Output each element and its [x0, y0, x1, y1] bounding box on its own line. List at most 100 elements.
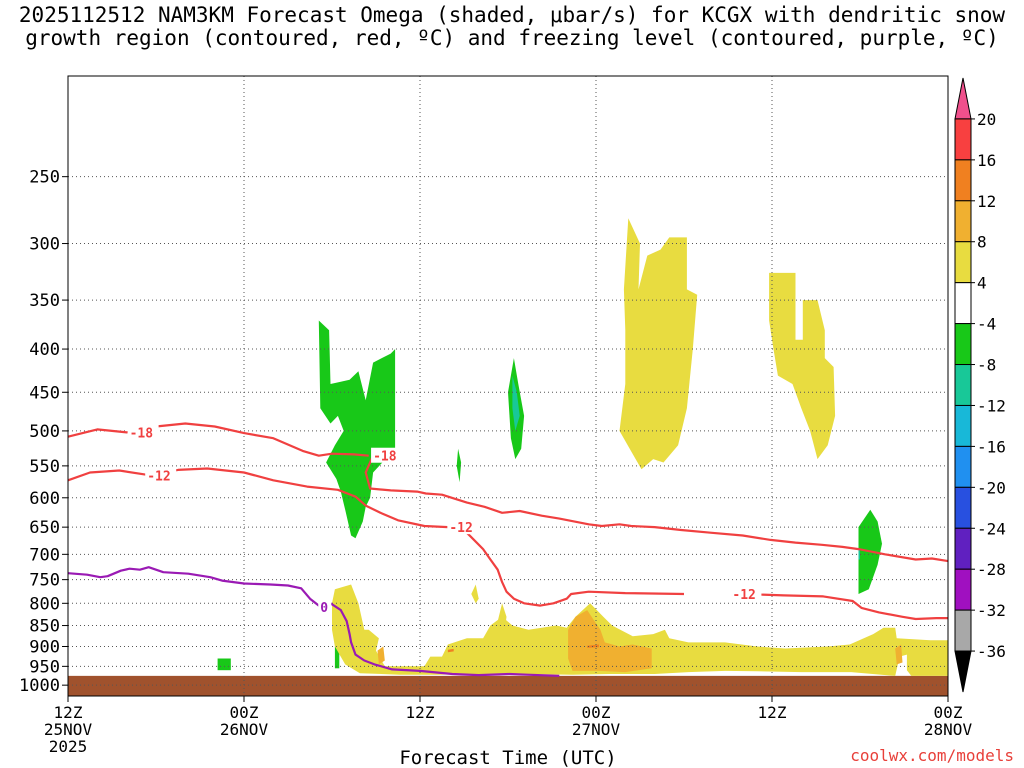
colorbar-swatch-7 [954, 364, 972, 406]
omega-region-16 [587, 644, 599, 648]
omega-region-8 [619, 218, 698, 470]
y-tick-label-600: 600 [29, 489, 60, 509]
colorbar-swatch-8 [954, 404, 972, 447]
omega-region-10 [332, 584, 948, 676]
colorbar-swatch-11 [954, 527, 972, 570]
grid-lines [68, 76, 948, 696]
omega-region-6 [217, 658, 231, 671]
omega-region-3 [456, 448, 462, 483]
colorbar-label-9: -20 [977, 478, 1006, 497]
x-tick-label-0-1: 25NOV [44, 720, 93, 739]
contour-label-bg-1 [371, 447, 403, 463]
omega-region-11 [497, 603, 507, 628]
y-tick-label-400: 400 [29, 340, 60, 360]
colorbar-swatch-3 [954, 200, 972, 243]
contour-label-bg-2 [145, 467, 177, 483]
colorbar-label-8: -16 [977, 437, 1006, 456]
axes: 2503003504004505005506006507007508008509… [19, 75, 973, 756]
colorbar-label-6: -8 [977, 356, 996, 375]
colorbar-swatch-6 [954, 323, 972, 366]
contour-label-1: -18 [373, 450, 397, 465]
chart-title: 2025112512 NAM3KM Forecast Omega (shaded… [0, 4, 1024, 50]
y-tick-label-900: 900 [29, 638, 60, 658]
y-tick-label-950: 950 [29, 657, 60, 677]
contour-line-0 [67, 422, 369, 457]
omega-region-13 [568, 610, 652, 673]
contour-label-0: -18 [130, 426, 154, 441]
omega-region-9 [769, 272, 836, 460]
colorbar-swatch-10 [954, 486, 972, 529]
y-tick-label-350: 350 [29, 291, 60, 311]
x-tick-label-0-0: 12Z [54, 703, 83, 722]
contour-label-5: 0 [320, 601, 328, 616]
y-tick-label-550: 550 [29, 457, 60, 477]
credit-link[interactable]: coolwx.com/models [850, 746, 1014, 765]
x-tick-label-12-1: 26NOV [220, 720, 269, 739]
ground-fill [68, 675, 948, 696]
omega-shading [217, 218, 948, 676]
colorbar-label-3: 8 [977, 233, 987, 252]
x-axis-label: Forecast Time (UTC) [399, 747, 616, 768]
x-tick-label-36-0: 00Z [582, 703, 611, 722]
y-tick-label-700: 700 [29, 545, 60, 565]
contour-line-2 [67, 467, 448, 529]
colorbar-label-7: -12 [977, 396, 1006, 415]
colorbar-label-2: 12 [977, 192, 996, 211]
y-tick-label-250: 250 [29, 168, 60, 188]
colorbar-label-5: -4 [977, 315, 996, 334]
contour-line-4 [742, 592, 948, 621]
omega-region-2 [512, 375, 520, 431]
y-tick-label-300: 300 [29, 235, 60, 255]
omega-region-15 [895, 644, 903, 665]
contour-label-2: -12 [147, 470, 170, 485]
contour-label-bg-3 [447, 519, 479, 535]
contour-label-bg-4 [730, 586, 762, 602]
contour-line-3 [460, 526, 685, 607]
title-line-2: growth region (contoured, red, ºC) and f… [25, 26, 999, 50]
colorbar-swatch-13 [954, 609, 972, 652]
x-tick-label-24-0: 12Z [406, 703, 435, 722]
contour-label-bg-0 [127, 424, 159, 440]
ground-layer [68, 675, 948, 696]
title-line-1: 2025112512 NAM3KM Forecast Omega (shaded… [18, 3, 1006, 27]
colorbar-swatch-5 [954, 282, 972, 325]
colorbar-label-0: 20 [977, 110, 996, 129]
y-tick-label-650: 650 [29, 518, 60, 538]
colorbar-bottom-arrow [954, 650, 972, 693]
colorbar-swatch-12 [954, 568, 972, 611]
omega-region-5 [858, 549, 860, 560]
colorbar-swatch-2 [954, 159, 972, 202]
omega-region-0 [318, 320, 396, 539]
omega-region-17 [447, 648, 454, 653]
y-tick-label-850: 850 [29, 617, 60, 637]
contour-label-3: -12 [449, 521, 472, 536]
colorbar-swatch-4 [954, 241, 972, 284]
y-tick-label-1000: 1000 [19, 676, 60, 696]
colorbar-label-4: 4 [977, 274, 987, 293]
x-tick-label-36-1: 27NOV [572, 720, 621, 739]
colorbar-label-13: -36 [977, 642, 1006, 661]
x-tick-label-0-2: 2025 [49, 737, 88, 756]
contour-line-1 [364, 455, 949, 563]
x-tick-label-60-1: 28NOV [924, 720, 973, 739]
x-tick-label-60-0: 00Z [934, 703, 963, 722]
contour-label-4: -12 [732, 588, 755, 603]
contour-label-bg-5 [318, 598, 332, 614]
y-tick-label-800: 800 [29, 594, 60, 614]
colorbar-label-11: -28 [977, 560, 1006, 579]
colorbar-swatch-9 [954, 445, 972, 488]
colorbar-label-12: -32 [977, 601, 1006, 620]
y-tick-label-450: 450 [29, 383, 60, 403]
y-tick-label-750: 750 [29, 571, 60, 591]
plot-frame [67, 75, 949, 697]
omega-region-14 [377, 646, 385, 665]
y-tick-label-500: 500 [29, 422, 60, 442]
colorbar-label-1: 16 [977, 151, 996, 170]
x-tick-label-48-0: 12Z [758, 703, 787, 722]
colorbar-swatch-1 [954, 118, 972, 161]
x-tick-label-12-0: 00Z [230, 703, 259, 722]
omega-region-12 [471, 584, 479, 604]
contour-lines: -18 -18 -12 -12 -12 0 [67, 422, 949, 677]
colorbar-label-10: -24 [977, 519, 1006, 538]
